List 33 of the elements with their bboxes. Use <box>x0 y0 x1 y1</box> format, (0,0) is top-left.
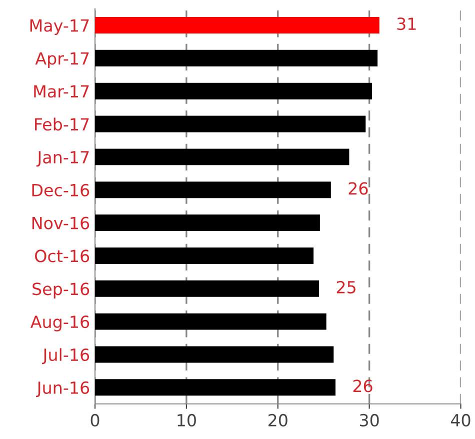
y-tick-label: Jun-16 <box>36 381 90 398</box>
x-tick-label: 0 <box>90 414 100 427</box>
data-label: 26 <box>353 380 372 392</box>
bar <box>95 182 331 198</box>
data-label: 31 <box>397 17 416 30</box>
bar <box>95 17 380 34</box>
y-tick-label: Apr-17 <box>35 52 89 68</box>
bar <box>95 247 314 264</box>
bar <box>95 379 336 396</box>
y-tick-label: Sep-16 <box>32 282 90 298</box>
bar <box>95 116 366 132</box>
bar <box>95 214 320 232</box>
x-tick-label: 30 <box>360 414 379 427</box>
y-tick-label: May-17 <box>30 19 89 36</box>
y-tick-label: Dec-16 <box>32 184 90 196</box>
bar <box>95 82 372 100</box>
y-tick-label: Mar-17 <box>34 85 89 98</box>
y-tick-label: Aug-16 <box>30 316 90 332</box>
y-tick-label: Feb-17 <box>35 118 89 131</box>
bar <box>95 313 326 330</box>
bar <box>95 50 378 66</box>
data-label: 26 <box>348 182 368 195</box>
x-tick-label: 10 <box>178 414 196 427</box>
y-tick-label: Nov-16 <box>32 216 90 230</box>
y-tick-label: Oct-16 <box>35 250 90 262</box>
bar <box>95 346 334 363</box>
y-tick-label: Jan-17 <box>36 151 89 167</box>
x-tick-label: 20 <box>268 414 288 427</box>
bar <box>95 148 350 166</box>
bar <box>95 280 320 297</box>
y-tick-label: Jul-16 <box>42 348 90 364</box>
data-label: 25 <box>336 280 356 294</box>
x-tick-label: 40 <box>450 414 470 427</box>
